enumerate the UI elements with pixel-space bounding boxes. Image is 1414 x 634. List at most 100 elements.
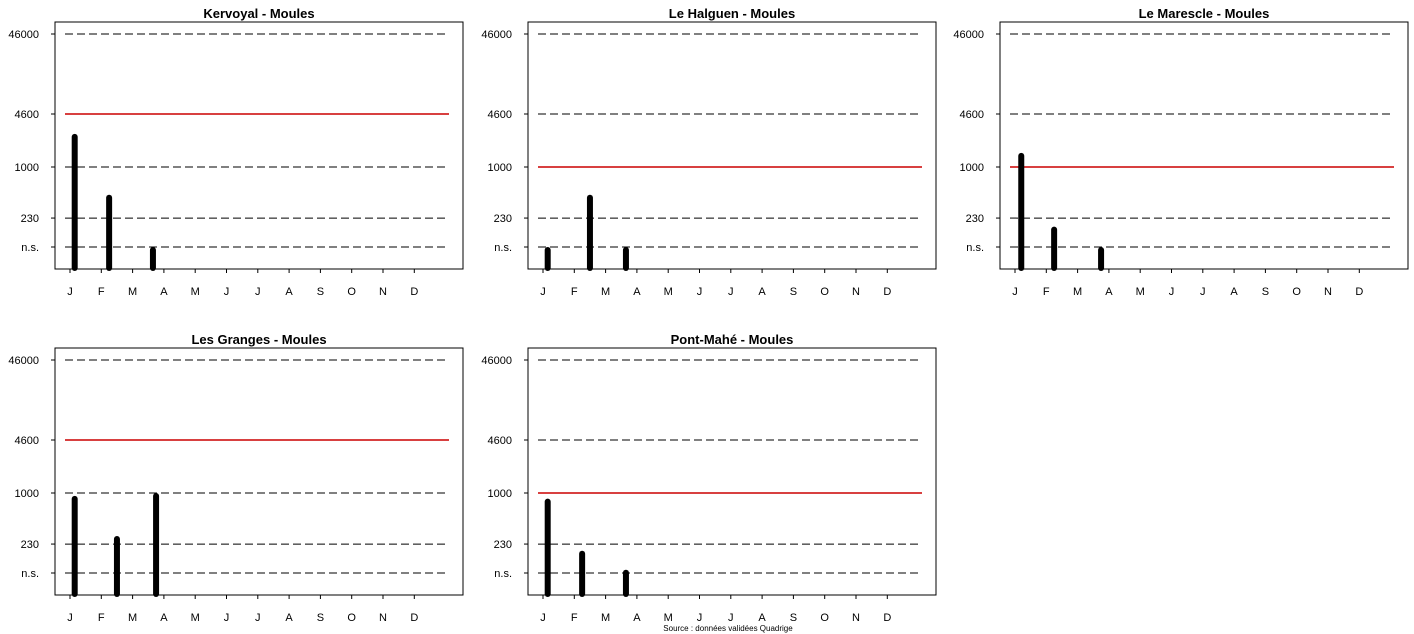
x-tick-label: J [697, 286, 703, 298]
x-tick-label: O [1292, 286, 1301, 298]
y-tick-label: 46000 [953, 29, 984, 41]
chart-panel: Kervoyal - Moules n.s. 230 1000 4600 46000 J F M… [8, 6, 464, 298]
plot-frame [54, 347, 464, 596]
x-tick-label: A [1230, 286, 1238, 298]
chart-title: Kervoyal - Moules [203, 6, 314, 21]
x-tick-label: J [1012, 286, 1018, 298]
y-tick-label: 1000 [488, 488, 512, 500]
x-tick-label: A [1105, 286, 1113, 298]
x-tick-label: J [224, 612, 230, 624]
y-tick-label: 230 [494, 213, 512, 225]
x-tick-label: F [571, 612, 578, 624]
plot-frame [527, 21, 937, 270]
x-tick-label: N [1324, 286, 1332, 298]
x-tick-label: J [67, 612, 73, 624]
chart-title: Le Marescle - Moules [1139, 6, 1270, 21]
x-tick-label: S [790, 286, 797, 298]
x-tick-label: A [285, 612, 293, 624]
chart-title: Les Granges - Moules [191, 332, 326, 347]
chart-panel: Le Halguen - Moules n.s. 230 1000 4600 46000 J… [481, 6, 937, 298]
y-tick-label: n.s. [966, 242, 984, 254]
y-tick-label: n.s. [21, 568, 39, 580]
y-tick-label: 1000 [15, 488, 39, 500]
x-tick-label: A [160, 612, 168, 624]
x-tick-label: J [224, 286, 230, 298]
x-tick-label: D [410, 286, 418, 298]
x-tick-label: O [820, 286, 829, 298]
x-tick-label: N [852, 286, 860, 298]
y-tick-label: 1000 [488, 162, 512, 174]
x-tick-label: J [1169, 286, 1175, 298]
y-tick-label: 230 [21, 213, 39, 225]
y-tick-label: 46000 [8, 355, 39, 367]
chart-title: Pont-Mahé - Moules [671, 332, 794, 347]
source-note: Source : données validées Quadrige [663, 624, 793, 633]
y-tick-label: 4600 [488, 109, 512, 121]
x-tick-label: J [1200, 286, 1206, 298]
x-tick-label: J [728, 612, 734, 624]
x-tick-label: M [601, 612, 610, 624]
x-tick-label: S [790, 612, 797, 624]
x-tick-label: J [540, 286, 546, 298]
x-tick-label: A [160, 286, 168, 298]
x-tick-label: M [191, 612, 200, 624]
y-tick-label: 1000 [960, 162, 984, 174]
x-tick-label: D [1355, 286, 1363, 298]
plot-frame [54, 21, 464, 270]
x-tick-label: M [664, 286, 673, 298]
x-tick-label: M [664, 612, 673, 624]
x-tick-label: N [379, 286, 387, 298]
x-tick-label: M [128, 612, 137, 624]
y-tick-label: 46000 [8, 29, 39, 41]
x-tick-label: O [347, 612, 356, 624]
y-tick-label: 4600 [488, 435, 512, 447]
x-tick-label: M [1136, 286, 1145, 298]
x-tick-label: J [540, 612, 546, 624]
x-tick-label: F [571, 286, 578, 298]
chart-title: Le Halguen - Moules [669, 6, 795, 21]
x-tick-label: S [1262, 286, 1269, 298]
x-tick-label: A [758, 286, 766, 298]
x-tick-label: F [1043, 286, 1050, 298]
y-tick-label: 230 [966, 213, 984, 225]
x-tick-label: J [255, 286, 261, 298]
x-tick-label: N [379, 612, 387, 624]
y-tick-label: n.s. [21, 242, 39, 254]
x-tick-label: A [633, 286, 641, 298]
y-tick-label: n.s. [494, 242, 512, 254]
x-tick-label: N [852, 612, 860, 624]
x-tick-label: O [820, 612, 829, 624]
y-tick-label: 4600 [15, 109, 39, 121]
x-tick-label: M [128, 286, 137, 298]
y-tick-label: 230 [494, 539, 512, 551]
x-tick-label: J [67, 286, 73, 298]
y-tick-label: 230 [21, 539, 39, 551]
plot-frame [527, 347, 937, 596]
y-tick-label: 46000 [481, 29, 512, 41]
x-tick-label: D [410, 612, 418, 624]
x-tick-label: J [697, 612, 703, 624]
x-tick-label: D [883, 612, 891, 624]
x-tick-label: S [317, 286, 324, 298]
plot-frame [999, 21, 1409, 270]
x-tick-label: M [191, 286, 200, 298]
chart-panel: Pont-Mahé - Moules n.s. 230 1000 4600 46000 J F… [481, 332, 937, 624]
x-tick-label: M [1073, 286, 1082, 298]
x-tick-label: J [728, 286, 734, 298]
x-tick-label: D [883, 286, 891, 298]
y-tick-label: 4600 [960, 109, 984, 121]
x-tick-label: A [758, 612, 766, 624]
x-tick-label: A [633, 612, 641, 624]
chart-panel: Les Granges - Moules n.s. 230 1000 4600 46000… [8, 332, 464, 624]
y-tick-label: 46000 [481, 355, 512, 367]
x-tick-label: M [601, 286, 610, 298]
y-tick-label: 4600 [15, 435, 39, 447]
x-tick-label: J [255, 612, 261, 624]
x-tick-label: F [98, 286, 105, 298]
x-tick-label: O [347, 286, 356, 298]
x-tick-label: A [285, 286, 293, 298]
x-tick-label: F [98, 612, 105, 624]
chart-panel: Le Marescle - Moules n.s. 230 1000 4600 46000… [953, 6, 1409, 298]
x-tick-label: S [317, 612, 324, 624]
